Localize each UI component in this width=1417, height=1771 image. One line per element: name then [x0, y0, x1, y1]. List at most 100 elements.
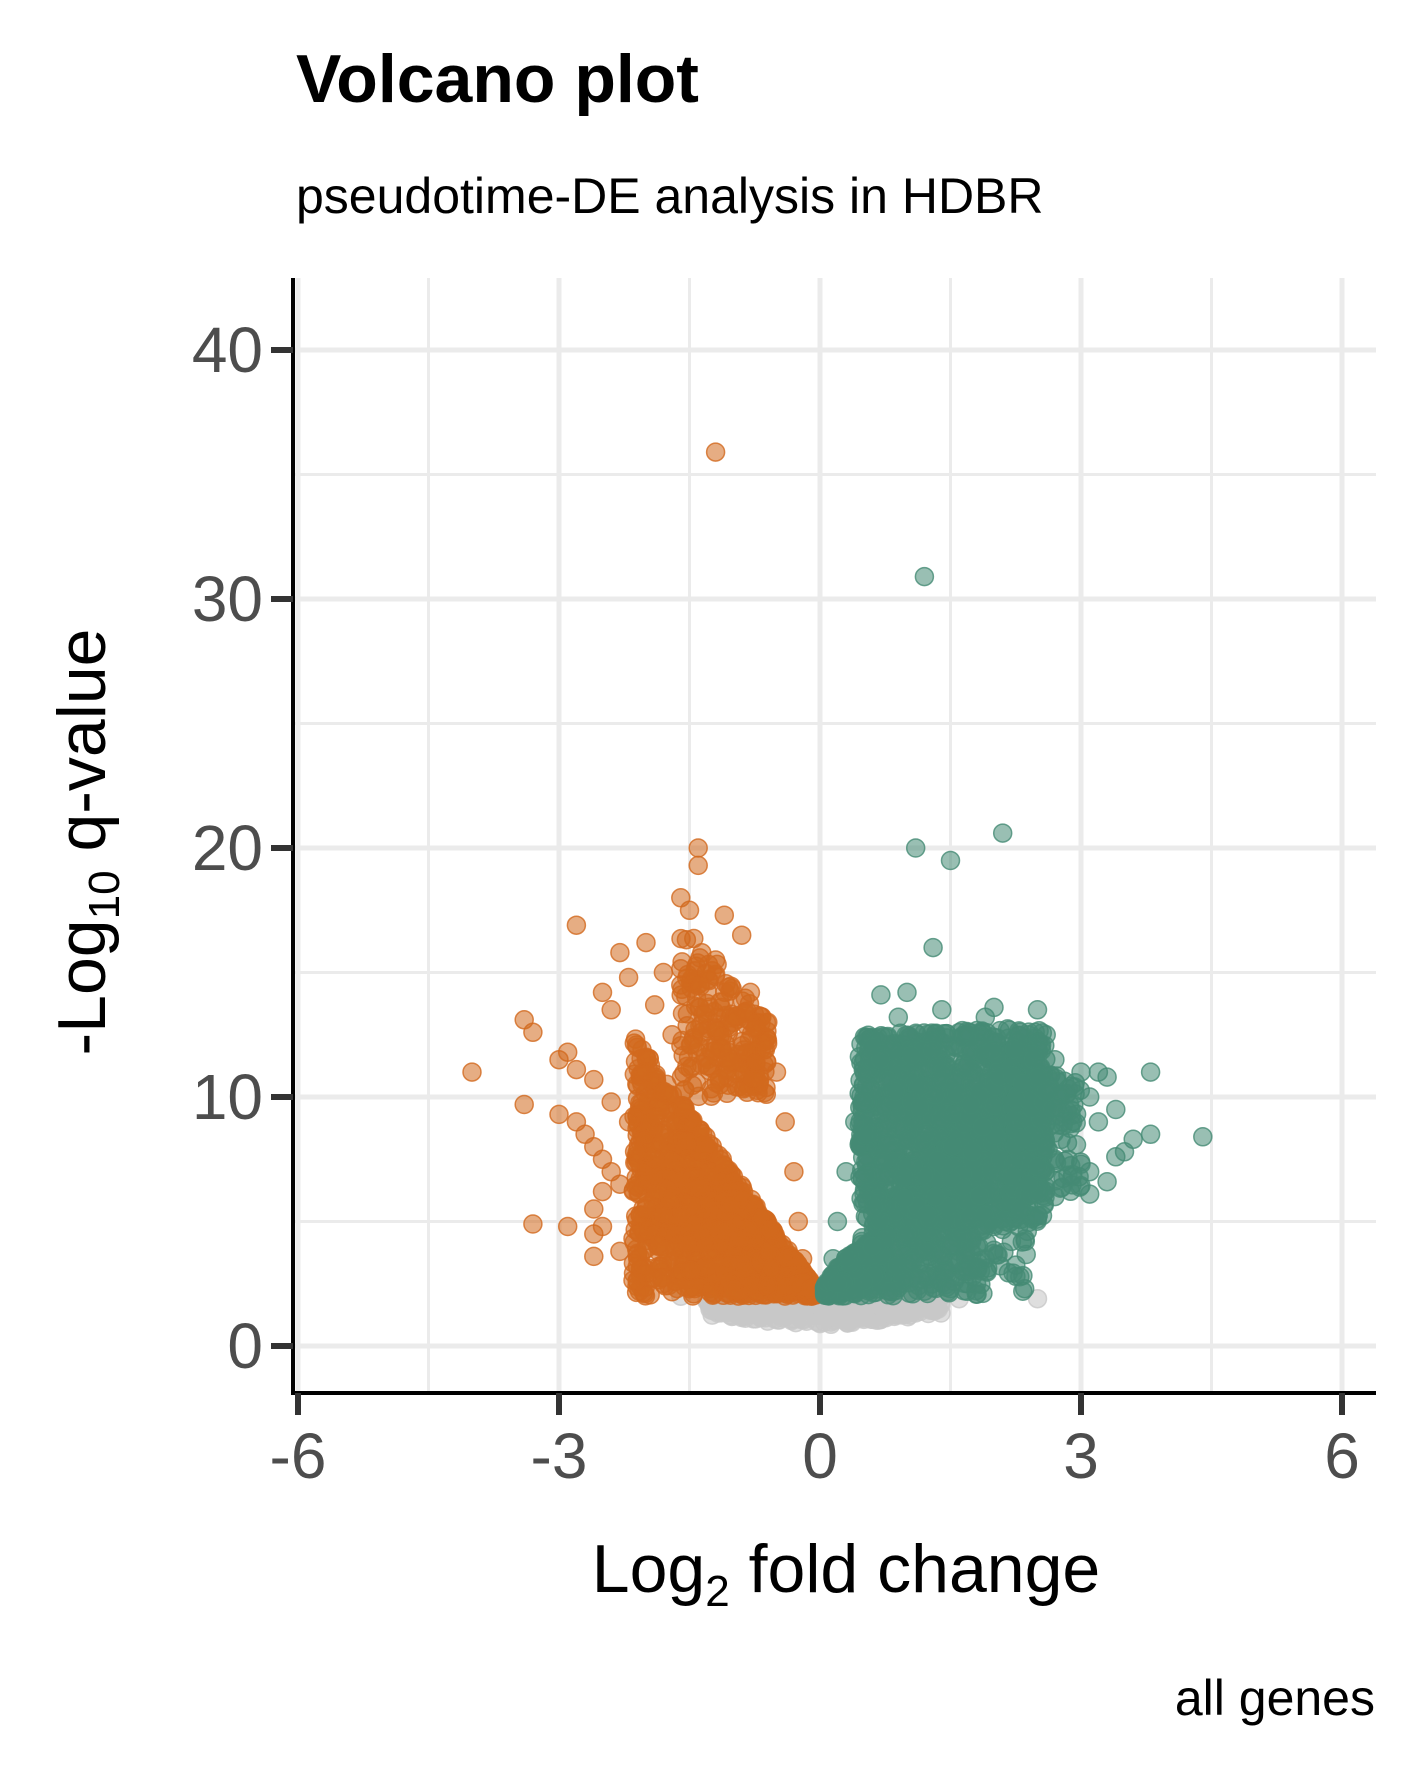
- grid-lines: [293, 278, 1376, 1393]
- point-down: [792, 1249, 813, 1269]
- y-tick-label: 0: [227, 1310, 263, 1382]
- point-up: [862, 1236, 882, 1257]
- point-up: [972, 1116, 993, 1137]
- point-down: [755, 1039, 776, 1060]
- point-down: [677, 1016, 697, 1036]
- point-down: [689, 1036, 710, 1057]
- point-up: [823, 1249, 843, 1269]
- y-axis-title-base: -Log: [44, 919, 120, 1055]
- chart-title: Volcano plot: [296, 41, 699, 117]
- point-up: [871, 985, 891, 1005]
- point-down: [759, 1220, 780, 1240]
- point-down: [740, 982, 761, 1003]
- point-ns: [784, 1308, 804, 1329]
- series-up: [814, 566, 1213, 1306]
- point-up: [992, 823, 1013, 843]
- point-down: [758, 1276, 778, 1296]
- point-down: [679, 900, 700, 921]
- point-up: [975, 1249, 996, 1269]
- point-down: [705, 950, 726, 970]
- point-ns: [810, 1313, 830, 1334]
- point-up: [931, 1063, 952, 1083]
- point-down: [627, 1142, 648, 1162]
- data-points: [462, 442, 1213, 1335]
- point-down: [514, 1094, 534, 1115]
- point-up: [1004, 1039, 1025, 1059]
- point-up: [914, 566, 935, 587]
- point-down: [671, 975, 691, 995]
- point-down: [682, 1213, 703, 1234]
- point-up: [1001, 1166, 1022, 1187]
- point-down: [636, 1199, 656, 1219]
- point-down: [655, 1239, 676, 1260]
- point-down: [653, 1082, 674, 1102]
- point-up: [1012, 1073, 1032, 1094]
- y-axis-ticks: 0 10 20 30 40: [192, 314, 293, 1382]
- point-down: [720, 1194, 741, 1215]
- y-tick-label: 30: [192, 563, 263, 635]
- point-up: [932, 1000, 952, 1020]
- point-up: [1140, 1124, 1161, 1145]
- point-up: [836, 1161, 856, 1182]
- point-up: [902, 1252, 922, 1272]
- point-down: [601, 1092, 621, 1112]
- point-down: [549, 1104, 569, 1125]
- point-down: [788, 1211, 809, 1232]
- point-down: [688, 838, 708, 858]
- y-tick-label: 40: [192, 314, 263, 386]
- point-up: [942, 1136, 963, 1156]
- point-ns: [758, 1311, 778, 1331]
- point-up: [1036, 1025, 1056, 1045]
- point-up: [915, 1123, 936, 1144]
- point-down: [706, 1073, 726, 1093]
- x-axis-title: Log2 fold change: [592, 1531, 1100, 1616]
- point-up: [925, 1187, 946, 1207]
- point-ns: [853, 1306, 874, 1326]
- point-down: [761, 1259, 781, 1279]
- point-down: [697, 1256, 717, 1276]
- point-up: [1028, 1205, 1048, 1226]
- point-up: [1053, 1112, 1074, 1132]
- point-down: [636, 1062, 656, 1082]
- point-up: [845, 1112, 865, 1132]
- point-up: [1062, 1166, 1083, 1187]
- y-axis-title-subscript: 10: [80, 870, 129, 919]
- point-up: [1079, 1184, 1100, 1204]
- point-up: [1079, 1161, 1100, 1182]
- point-up: [910, 1098, 930, 1118]
- point-down: [566, 915, 587, 935]
- point-up: [1088, 1112, 1109, 1132]
- point-down: [610, 1174, 630, 1194]
- point-up: [982, 1040, 1002, 1060]
- point-up: [1027, 1156, 1048, 1177]
- point-up: [879, 1281, 900, 1301]
- point-down: [557, 1216, 578, 1237]
- point-down: [680, 1260, 701, 1281]
- point-up: [1097, 1067, 1117, 1087]
- y-axis-title: -Log10 q-value: [44, 629, 129, 1056]
- point-down: [713, 1155, 734, 1176]
- point-down: [680, 1059, 700, 1079]
- x-tick-label: -6: [270, 1420, 327, 1492]
- point-up: [1010, 1022, 1030, 1043]
- point-up: [1097, 1171, 1117, 1192]
- point-up: [956, 1057, 977, 1077]
- point-up: [1045, 1186, 1065, 1207]
- x-axis-title-rest: fold change: [730, 1531, 1101, 1607]
- point-up: [969, 1185, 990, 1206]
- point-up: [1106, 1099, 1126, 1120]
- point-up: [857, 1164, 877, 1185]
- chart-caption: all genes: [1175, 1670, 1375, 1726]
- point-down: [731, 925, 752, 945]
- point-up: [853, 1074, 874, 1095]
- y-tick-label: 20: [192, 812, 263, 884]
- point-up: [1140, 1062, 1161, 1082]
- point-down: [627, 1037, 648, 1057]
- y-axis-title-rest: q-value: [44, 629, 120, 871]
- y-tick-label: 10: [192, 1061, 263, 1133]
- point-up: [1001, 1231, 1022, 1252]
- point-down: [523, 1022, 543, 1043]
- point-up: [961, 1095, 981, 1115]
- point-up: [1019, 1174, 1039, 1194]
- point-up: [862, 1037, 882, 1057]
